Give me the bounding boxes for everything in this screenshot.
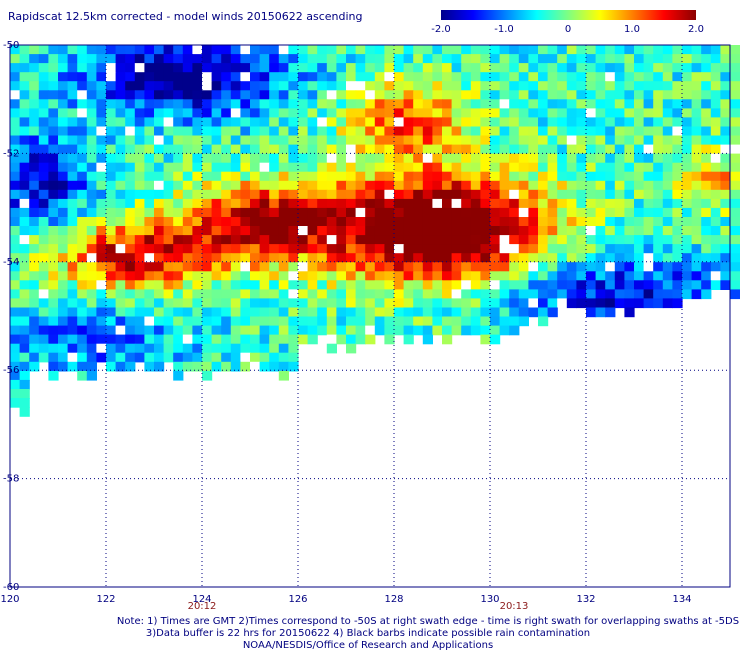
- x-tick-label: 130: [480, 594, 499, 605]
- x-tick-label: 124: [192, 594, 211, 605]
- colorbar-gradient: [441, 10, 696, 20]
- y-axis-ticks: -50 -52 -54 -56 -58 -60: [3, 40, 19, 593]
- note-line-1: Note: 1) Times are GMT 2)Times correspon…: [117, 616, 739, 627]
- swath-time-label: 20:12: [188, 601, 217, 612]
- x-tick-label: 122: [96, 594, 115, 605]
- colorbar-tick-label: -1.0: [494, 24, 514, 35]
- map-frame: [9, 44, 731, 588]
- graticule: [10, 45, 730, 587]
- x-tick-label: 126: [288, 594, 307, 605]
- map-area: [9, 44, 740, 588]
- note-line-2: 3)Data buffer is 22 hrs for 20150622 4) …: [146, 628, 590, 639]
- x-tick-label: 120: [0, 594, 19, 605]
- y-tick-label: -60: [3, 582, 19, 593]
- colorbar-tick-label: 0: [565, 24, 571, 35]
- x-axis-ticks: 120 122 124 126 128 130 132 134: [0, 594, 691, 605]
- x-tick-label: 128: [384, 594, 403, 605]
- colorbar: -2.0 -1.0 0 1.0 2.0: [431, 10, 704, 35]
- y-tick-label: -50: [3, 40, 19, 51]
- y-tick-label: -58: [3, 474, 19, 485]
- swath-time-labels: 20:12 20:13: [188, 601, 529, 612]
- y-tick-label: -56: [3, 365, 19, 376]
- colorbar-tick-label: 2.0: [688, 24, 704, 35]
- x-tick-label: 132: [576, 594, 595, 605]
- credit-line: NOAA/NESDIS/Office of Research and Appli…: [243, 640, 493, 650]
- map-title: Rapidscat 12.5km corrected - model winds…: [8, 10, 363, 23]
- swath-time-label: 20:13: [500, 601, 529, 612]
- x-tick-label: 134: [672, 594, 691, 605]
- y-tick-label: -52: [3, 148, 19, 159]
- wind-swath: [10, 45, 740, 417]
- y-tick-label: -54: [3, 257, 19, 268]
- colorbar-tick-label: 1.0: [624, 24, 640, 35]
- colorbar-tick-label: -2.0: [431, 24, 451, 35]
